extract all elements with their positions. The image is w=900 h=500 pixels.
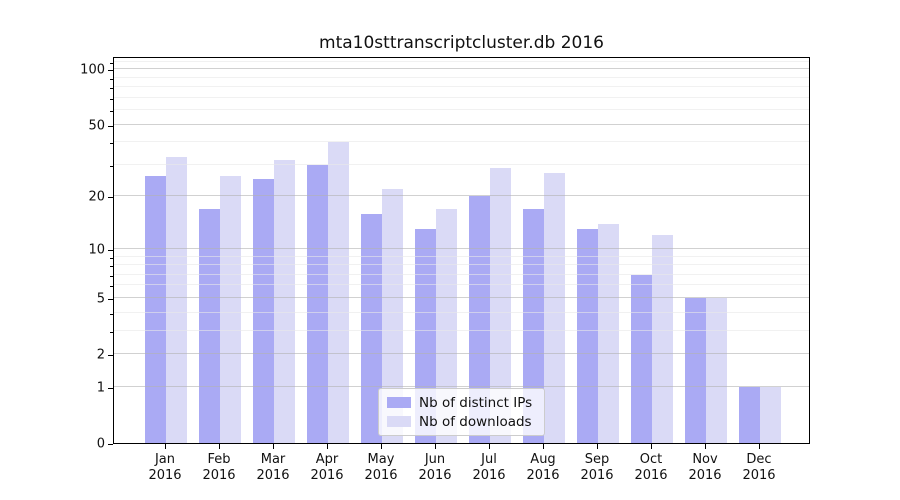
x-tick-label-nov: Nov 2016 <box>688 452 722 483</box>
x-tick-mark-nov <box>705 444 706 449</box>
x-tick-mark-jul <box>489 444 490 449</box>
legend-label-downloads: Nb of downloads <box>419 413 532 430</box>
bar-sep-downloads <box>598 223 619 443</box>
bar-jan-distinct-ips <box>145 176 166 443</box>
x-tick-label-jan: Jan 2016 <box>148 452 182 483</box>
bar-apr-distinct-ips <box>307 164 328 443</box>
bar-may-downloads <box>382 189 403 443</box>
bar-nov-downloads <box>706 297 727 443</box>
y-tick-label-2: 2 <box>96 347 105 363</box>
bars-layer <box>114 58 809 443</box>
x-tick-mark-feb <box>219 444 220 449</box>
legend-item-distinct-ips: Nb of distinct IPs <box>387 395 536 411</box>
y-tick-label-5: 5 <box>96 291 105 307</box>
bar-feb-downloads <box>220 176 241 443</box>
plot-area <box>113 57 810 444</box>
x-tick-mark-oct <box>651 444 652 449</box>
legend: Nb of distinct IPs Nb of downloads <box>378 388 545 436</box>
legend-swatch-distinct-ips <box>387 397 411 408</box>
x-tick-label-feb: Feb 2016 <box>202 452 236 483</box>
bar-dec-distinct-ips <box>739 386 760 443</box>
bar-aug-distinct-ips <box>523 208 544 443</box>
bar-feb-distinct-ips <box>199 208 220 443</box>
x-tick-label-apr: Apr 2016 <box>310 452 344 483</box>
y-tick-label-1: 1 <box>96 380 105 396</box>
bar-oct-downloads <box>652 235 673 443</box>
y-tick-label-20: 20 <box>88 189 105 205</box>
bar-dec-downloads <box>760 386 781 443</box>
bar-jan-downloads <box>166 157 187 443</box>
bar-aug-downloads <box>544 173 565 443</box>
y-tick-mark-0 <box>108 444 113 445</box>
x-tick-label-mar: Mar 2016 <box>256 452 290 483</box>
chart-title: mta10sttranscriptcluster.db 2016 <box>319 33 604 53</box>
y-tick-label-100: 100 <box>80 62 105 78</box>
y-tick-label-0: 0 <box>96 436 105 452</box>
bar-may-distinct-ips <box>361 213 382 443</box>
bar-mar-distinct-ips <box>253 179 274 443</box>
x-tick-mark-dec <box>759 444 760 449</box>
bar-nov-distinct-ips <box>685 297 706 443</box>
x-tick-mark-apr <box>327 444 328 449</box>
x-tick-mark-mar <box>273 444 274 449</box>
x-tick-label-sep: Sep 2016 <box>580 452 614 483</box>
legend-swatch-downloads <box>387 416 411 427</box>
bar-jul-downloads <box>490 167 511 443</box>
x-tick-label-jun: Jun 2016 <box>418 452 452 483</box>
bar-oct-distinct-ips <box>631 274 652 443</box>
y-tick-label-50: 50 <box>88 118 105 134</box>
x-tick-mark-jun <box>435 444 436 449</box>
y-tick-label-10: 10 <box>88 242 105 258</box>
bar-sep-distinct-ips <box>577 229 598 443</box>
x-tick-mark-aug <box>543 444 544 449</box>
x-tick-label-jul: Jul 2016 <box>472 452 506 483</box>
x-tick-label-may: May 2016 <box>364 452 398 483</box>
x-tick-label-dec: Dec 2016 <box>742 452 776 483</box>
bar-mar-downloads <box>274 159 295 443</box>
legend-item-downloads: Nb of downloads <box>387 414 536 430</box>
bar-jul-distinct-ips <box>469 196 490 443</box>
legend-label-distinct-ips: Nb of distinct IPs <box>419 394 533 411</box>
x-tick-label-oct: Oct 2016 <box>634 452 668 483</box>
bar-apr-downloads <box>328 142 349 443</box>
x-tick-mark-may <box>381 444 382 449</box>
x-tick-mark-sep <box>597 444 598 449</box>
x-tick-mark-jan <box>165 444 166 449</box>
x-tick-label-aug: Aug 2016 <box>526 452 560 483</box>
bar-jun-downloads <box>436 208 457 443</box>
